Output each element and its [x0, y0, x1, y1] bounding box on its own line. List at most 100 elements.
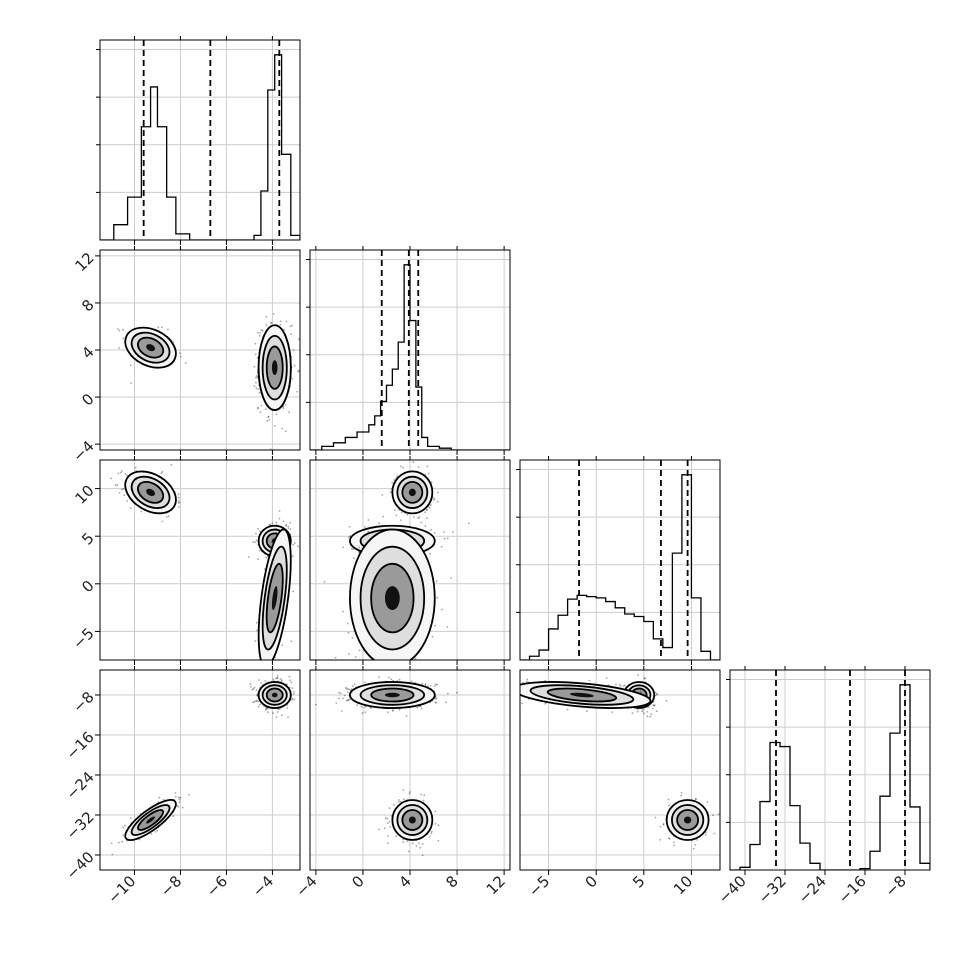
sample-point — [651, 707, 654, 710]
sample-point — [256, 694, 259, 696]
sample-point — [287, 716, 289, 719]
sample-point — [335, 702, 338, 704]
sample-point — [292, 692, 295, 695]
sample-point — [358, 546, 361, 549]
sample-point — [408, 792, 411, 795]
sample-point — [252, 687, 255, 690]
sample-point — [426, 508, 429, 511]
sample-point — [276, 677, 278, 680]
sample-point — [264, 408, 267, 411]
density-contour — [384, 586, 400, 611]
sample-point — [270, 673, 272, 675]
sample-point — [717, 813, 720, 816]
sample-point — [405, 715, 408, 717]
y-tick-label: 0 — [78, 390, 97, 409]
sample-point — [255, 689, 258, 691]
sample-point — [251, 688, 254, 691]
sample-point — [430, 529, 432, 531]
sample-point — [350, 548, 353, 550]
sample-point — [398, 801, 400, 803]
sample-point — [167, 515, 170, 517]
sample-point — [452, 531, 454, 533]
sample-point — [177, 501, 180, 504]
sample-point — [392, 709, 395, 711]
sample-point — [445, 701, 447, 704]
sample-point — [275, 524, 278, 526]
sample-point — [281, 644, 284, 647]
sample-point — [437, 839, 440, 842]
sample-point — [249, 683, 252, 686]
sample-point — [282, 407, 285, 410]
sample-point — [521, 702, 523, 705]
y-tick-label: 10 — [71, 482, 97, 508]
sample-point — [387, 835, 389, 837]
sample-point — [347, 631, 350, 634]
sample-point — [291, 555, 294, 558]
sample-point — [281, 427, 283, 430]
sample-point — [418, 516, 421, 519]
marginal-panel-0 — [96, 36, 301, 245]
sample-point — [264, 709, 267, 711]
sample-point — [110, 477, 112, 480]
sample-point — [425, 509, 428, 511]
sample-point — [440, 545, 443, 548]
sample-point — [260, 329, 263, 331]
sample-point — [398, 799, 400, 801]
sample-point — [419, 497, 422, 500]
sample-point — [605, 677, 608, 679]
sample-point — [342, 546, 344, 549]
sample-point — [276, 711, 279, 713]
sample-point — [254, 541, 256, 544]
sample-point — [480, 690, 482, 692]
sample-point — [283, 328, 285, 331]
sample-point — [655, 692, 658, 695]
sample-point — [364, 526, 366, 528]
sample-point — [649, 715, 652, 718]
sample-point — [255, 381, 257, 384]
sample-point — [704, 833, 707, 836]
scatter-1-3 — [315, 676, 458, 857]
sample-point — [391, 710, 394, 712]
sample-point — [348, 536, 350, 539]
sample-point — [424, 683, 427, 685]
sample-point — [265, 707, 268, 710]
sample-point — [415, 661, 417, 663]
sample-point — [347, 653, 350, 655]
sample-point — [177, 496, 180, 499]
sample-point — [655, 710, 658, 713]
sample-point — [259, 530, 261, 533]
sample-point — [389, 826, 392, 828]
sample-point — [285, 320, 288, 323]
sample-point — [118, 347, 121, 349]
joint-panel-2-3: −5 0 5 10 — [480, 666, 721, 900]
sample-point — [256, 356, 259, 359]
sample-point — [429, 504, 432, 507]
sample-point — [345, 687, 348, 690]
sample-point — [400, 465, 402, 468]
sample-point — [276, 674, 279, 677]
sample-point — [427, 472, 430, 475]
sample-point — [123, 494, 126, 497]
sample-point — [258, 677, 260, 679]
sample-point — [279, 678, 282, 680]
sample-point — [429, 552, 431, 555]
sample-point — [257, 406, 259, 409]
sample-point — [513, 682, 515, 684]
panel-frame — [99, 459, 301, 661]
sample-point — [428, 835, 431, 838]
sample-point — [468, 522, 470, 525]
scatter-0-3 — [110, 674, 296, 856]
sample-point — [292, 349, 295, 351]
sample-point — [178, 798, 181, 801]
sample-point — [434, 810, 437, 813]
density-contour — [384, 692, 400, 698]
x-tick-label: −8 — [157, 872, 185, 900]
sample-point — [130, 382, 132, 384]
sample-point — [656, 693, 659, 696]
sample-point — [315, 703, 317, 706]
joint-panel-1-2 — [309, 456, 511, 665]
sample-point — [284, 430, 287, 433]
sample-point — [350, 688, 353, 690]
sample-point — [338, 697, 340, 700]
sample-point — [177, 500, 180, 502]
